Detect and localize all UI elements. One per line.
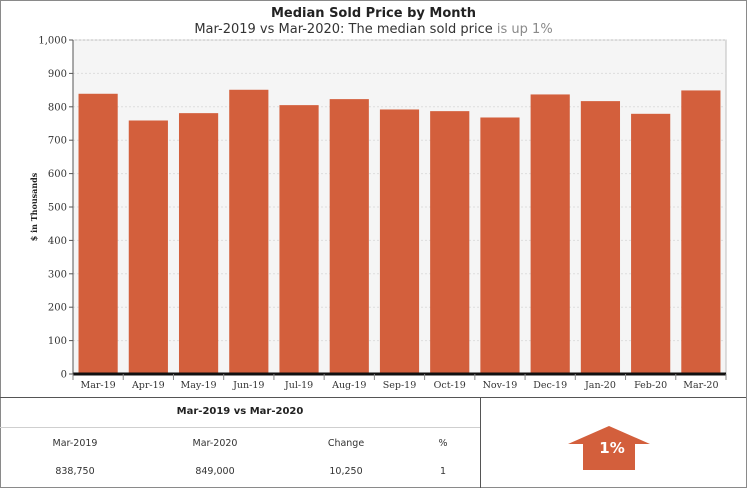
bar: [430, 111, 470, 374]
x-tick-labels: Mar-19 Apr-19 May-19 Jun-19 Jul-19 Aug-19 Sep-…: [72, 374, 727, 391]
bar: [329, 99, 369, 375]
summary-table: Mar-2019 vs Mar-2020 Mar-2019 Mar-2020 C…: [0, 397, 481, 488]
bar: [681, 90, 721, 375]
y-tick-label: 400: [48, 236, 67, 247]
x-tick-label: Sep-19: [383, 380, 417, 391]
x-tick-label: Dec-19: [533, 380, 567, 391]
summary-header-start: Mar-2019: [52, 438, 98, 449]
bar-chart: 0 100 200 300 400 500 600 700 800 900 1,000 Mar-19…: [29, 36, 727, 391]
chart-title: Median Sold Price by Month: [271, 6, 476, 21]
bar: [178, 113, 219, 375]
y-tick-label: 600: [48, 169, 67, 180]
x-tick-label: May-19: [181, 380, 217, 391]
chart-subtitle: Mar-2019 vs Mar-2020: The median sold pr…: [0, 22, 747, 37]
summary-header-change: Change: [327, 438, 365, 449]
up-arrow-icon: [568, 426, 650, 470]
y-tick-label: 300: [48, 269, 67, 280]
summary-panel: Mar-2019 vs Mar-2020 Mar-2019 Mar-2020 C…: [0, 397, 747, 488]
y-tick-label: 800: [48, 102, 67, 113]
summary-value-end: 849,000: [195, 466, 235, 477]
bar: [580, 101, 621, 374]
x-tick-label: Aug-19: [331, 380, 366, 391]
summary-divider: [0, 427, 480, 428]
y-axis-label: $ in Thousands: [29, 172, 39, 241]
y-tick-label: 1,000: [38, 36, 67, 47]
change-indicator: 1%: [480, 397, 746, 488]
y-tick-label: 200: [48, 303, 67, 314]
subtitle-main: Mar-2019 vs Mar-2020: The median sold pr…: [194, 22, 493, 37]
y-tick-label: 500: [48, 203, 67, 214]
x-tick-label: Apr-19: [131, 380, 165, 391]
x-tick-label: Oct-19: [434, 380, 466, 391]
y-tick-label: 100: [48, 336, 67, 347]
bar: [530, 94, 570, 374]
bar: [379, 109, 420, 375]
x-tick-label: Mar-19: [80, 380, 115, 391]
x-tick-label: Jun-19: [232, 380, 264, 391]
y-tick-labels: 0 100 200 300 400 500 600 700 800 900 1,000: [38, 36, 73, 381]
summary-header-end: Mar-2020: [192, 438, 238, 449]
x-tick-label: Feb-20: [634, 380, 667, 391]
summary-value-start: 838,750: [55, 466, 95, 477]
change-percent-label: 1%: [599, 439, 625, 457]
bar: [78, 93, 118, 375]
x-tick-label: Jan-20: [584, 380, 616, 391]
y-tick-label: 0: [61, 370, 67, 381]
x-tick-label: Mar-20: [683, 380, 718, 391]
bars: [78, 89, 721, 375]
up-arrow-shape: [568, 426, 650, 470]
y-tick-label: 700: [48, 136, 67, 147]
bar: [279, 105, 319, 374]
bar: [480, 117, 520, 374]
summary-header-percent: %: [438, 438, 448, 449]
y-tick-label: 900: [48, 69, 67, 80]
bar: [631, 113, 671, 375]
x-tick-label: Jul-19: [284, 380, 313, 391]
subtitle-highlight: is up 1%: [496, 22, 553, 37]
bar: [128, 120, 168, 374]
summary-value-percent: 1: [439, 466, 447, 477]
bar: [229, 89, 269, 375]
summary-heading: Mar-2019 vs Mar-2020: [176, 406, 304, 417]
x-tick-label: Nov-19: [483, 380, 518, 391]
summary-value-change: 10,250: [329, 466, 363, 477]
